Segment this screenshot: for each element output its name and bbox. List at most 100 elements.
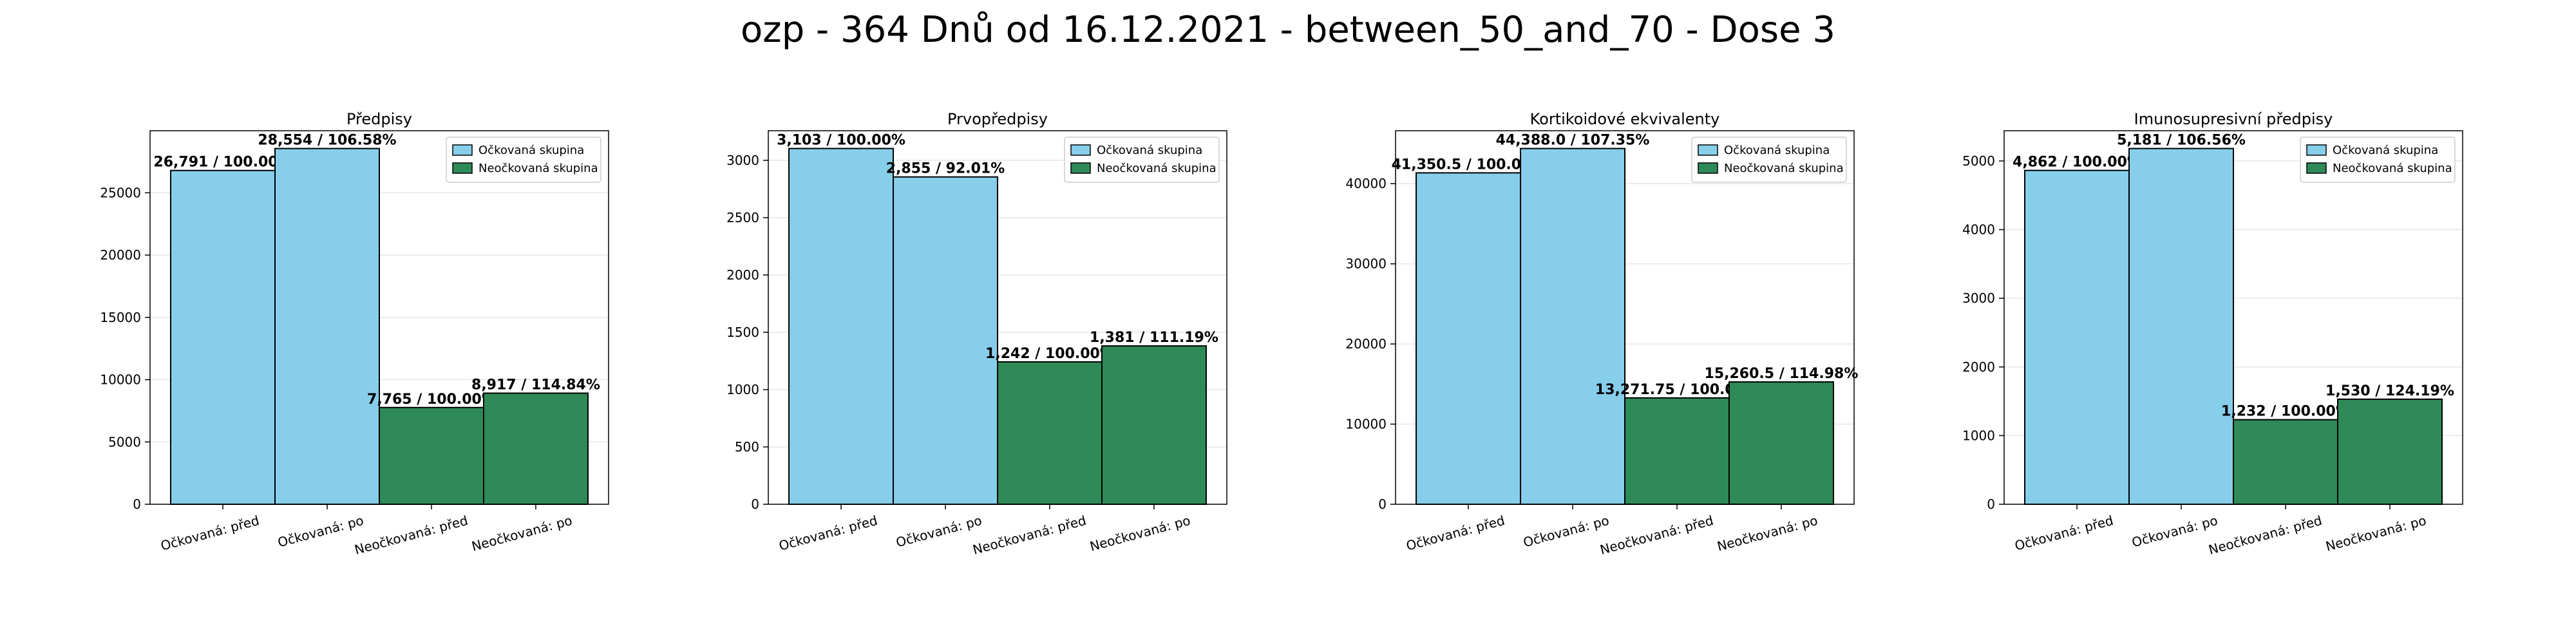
y-tick-label: 500 (735, 439, 759, 455)
legend-swatch (1070, 162, 1091, 174)
legend: Očkovaná skupina Neočkovaná skupina (1691, 137, 1847, 183)
x-tick-label: Očkovaná: před (2013, 513, 2115, 554)
legend-label: Neočkovaná skupina (1097, 162, 1217, 175)
legend-box (1691, 137, 1847, 183)
bar-4 (482, 392, 589, 505)
y-tick-label: 15000 (100, 310, 141, 325)
axes-frame (768, 130, 1227, 505)
y-tick-label: 4000 (1962, 222, 1995, 238)
x-tick-label: Očkovaná: po (895, 513, 983, 551)
y-tick-label: 10000 (1345, 417, 1387, 432)
chart-title: Kortikoidové ekvivalenty (1530, 110, 1720, 128)
chart-panel-2: 3,103 / 100.00% Očkovaná: před 2,855 / 92.… (726, 110, 1227, 558)
data-label: 1,232 / 100.00% (2221, 404, 2350, 420)
chart-title: Prvopředpisy (947, 110, 1048, 128)
legend-label: Neočkovaná skupina (478, 162, 598, 175)
bar-2 (274, 147, 380, 505)
bar-4 (2336, 398, 2443, 505)
chart-title: Imunosupresivní předpisy (2134, 110, 2333, 128)
x-tick-label: Očkovaná: po (2130, 513, 2219, 551)
bar-1 (2024, 169, 2130, 505)
data-label: 1,242 / 100.00% (985, 346, 1114, 362)
y-tick-label: 0 (1378, 497, 1387, 512)
legend-box (446, 137, 601, 183)
bar-2 (893, 176, 999, 505)
y-tick-label: 5000 (108, 434, 141, 450)
y-tick-label: 1000 (726, 382, 759, 397)
legend-swatch (452, 144, 473, 156)
chart-panel-4: 4,862 / 100.00% Očkovaná: před 5,181 / 106… (1962, 110, 2463, 558)
data-label: 2,855 / 92.01% (886, 161, 1005, 177)
y-tick-label: 5000 (1962, 153, 1995, 169)
legend-label: Očkovaná skupina (1724, 144, 1830, 157)
x-tick-label: Neočkovaná: před (1598, 513, 1715, 558)
legend: Očkovaná skupina Neočkovaná skupina (446, 137, 601, 183)
x-tick-label: Neočkovaná: po (1088, 513, 1192, 554)
x-tick-label: Neočkovaná: před (353, 513, 469, 558)
axes-frame (2003, 130, 2463, 505)
y-tick-label: 3000 (1962, 290, 1995, 306)
chart-panel-1: 26,791 / 100.00% Očkovaná: před 28,554 / 1… (100, 110, 609, 558)
legend-box (1064, 137, 1220, 183)
bar-4 (1101, 345, 1207, 505)
y-tick-label: 0 (1987, 497, 1995, 512)
x-tick-label: Očkovaná: před (777, 513, 879, 554)
y-tick-label: 3000 (726, 153, 759, 168)
y-tick-label: 20000 (100, 247, 141, 263)
data-label: 5,181 / 106.56% (2117, 133, 2246, 149)
data-label: 44,388.0 / 107.35% (1496, 133, 1650, 149)
bar-1 (788, 147, 895, 505)
bar-3 (2233, 419, 2338, 505)
legend-swatch (1698, 144, 1718, 156)
chart-panel-3: 41,350.5 / 100.00% Očkovaná: před 44,388.0… (1345, 110, 1858, 558)
data-label: 28,554 / 106.58% (258, 133, 396, 149)
axes-frame (1395, 130, 1855, 505)
bar-4 (1728, 381, 1834, 506)
chart-title: Předpisy (346, 110, 412, 128)
x-tick-label: Očkovaná: před (1405, 513, 1506, 554)
legend-swatch (2306, 162, 2327, 174)
bar-1 (170, 169, 276, 506)
y-tick-label: 2500 (726, 210, 759, 225)
y-tick-label: 2000 (1962, 359, 1995, 375)
y-tick-label: 0 (133, 497, 141, 512)
x-tick-label: Neočkovaná: před (2207, 513, 2324, 558)
x-tick-label: Očkovaná: po (1522, 513, 1611, 551)
data-label: 1,530 / 124.19% (2325, 383, 2454, 399)
legend: Očkovaná skupina Neočkovaná skupina (2300, 137, 2456, 183)
y-tick-label: 2000 (726, 267, 759, 283)
legend: Očkovaná skupina Neočkovaná skupina (1064, 137, 1220, 183)
x-tick-label: Neočkovaná: po (470, 513, 574, 554)
figure-suptitle: ozp - 364 Dnů od 16.12.2021 - between_50… (741, 9, 1835, 51)
legend-label: Očkovaná skupina (2333, 144, 2438, 157)
y-tick-label: 30000 (1345, 256, 1387, 272)
y-tick-label: 25000 (100, 185, 141, 200)
legend-swatch (1698, 162, 1718, 174)
y-tick-label: 0 (751, 497, 759, 512)
x-tick-label: Očkovaná: po (276, 513, 365, 551)
data-label: 1,381 / 111.19% (1090, 330, 1218, 346)
bar-2 (1520, 147, 1626, 505)
y-tick-label: 1000 (1962, 428, 1995, 443)
bar-1 (1416, 172, 1522, 505)
legend-label: Neočkovaná skupina (1724, 162, 1844, 175)
legend-swatch (1070, 144, 1091, 156)
y-tick-label: 40000 (1345, 176, 1387, 191)
legend-label: Očkovaná skupina (1097, 144, 1202, 157)
legend-swatch (452, 162, 473, 174)
data-label: 4,862 / 100.00% (2012, 155, 2141, 171)
x-tick-label: Očkovaná: před (159, 513, 261, 554)
bar-3 (997, 361, 1103, 505)
legend-box (2300, 137, 2456, 183)
x-tick-label: Neočkovaná: po (2324, 513, 2428, 554)
data-label: 41,350.5 / 100.00% (1392, 156, 1546, 173)
data-label: 8,917 / 114.84% (471, 377, 600, 393)
data-label: 3,103 / 100.00% (777, 133, 905, 149)
x-tick-label: Neočkovaná: po (1716, 513, 1819, 554)
data-label: 15,260.5 / 114.98% (1705, 366, 1859, 382)
bar-2 (2128, 147, 2235, 506)
y-tick-label: 20000 (1345, 336, 1387, 352)
y-tick-label: 10000 (100, 372, 141, 388)
